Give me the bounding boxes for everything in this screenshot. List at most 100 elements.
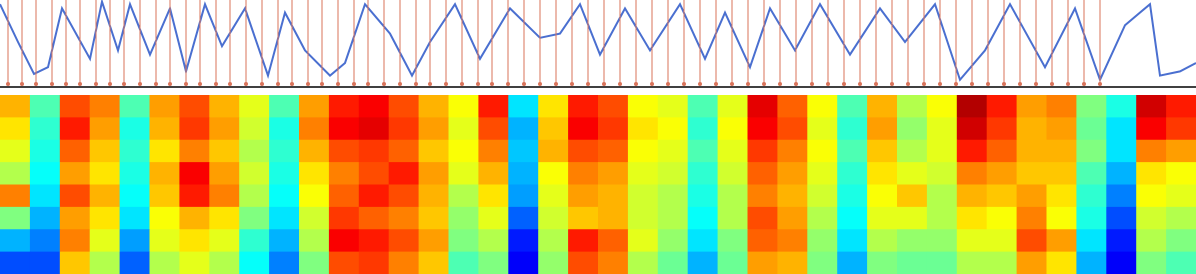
heatmap-cell [717,117,749,141]
heatmap-cell [0,162,31,186]
heatmap-cell [89,95,121,118]
stem-marker [970,82,974,86]
heatmap-cell [747,139,778,163]
heatmap-cell [807,162,838,186]
heatmap-cell [358,251,390,274]
heatmap-cell [926,162,958,186]
heatmap-cell [897,184,928,208]
heatmap-cell [627,162,659,186]
heatmap-cell [867,184,898,208]
heatmap-cell [179,206,210,230]
heatmap-cell [448,117,479,141]
heatmap-cell [388,117,420,141]
heatmap-cell [687,206,719,230]
heatmap-cell [956,251,988,274]
heatmap-cell [986,206,1018,230]
heatmap-cell [0,206,31,230]
heatmap-cell [867,206,898,230]
heatmap-cell [1136,117,1167,141]
heatmap-cell [299,139,330,163]
heatmap-cell [687,117,719,141]
heatmap-cell [837,162,868,186]
heatmap-cell [1046,117,1077,141]
heatmap-cell [1046,251,1077,274]
heatmap-cell [299,95,330,118]
heatmap-cell [388,184,420,208]
heatmap-cell [538,229,569,253]
heatmap-cell [1106,139,1137,163]
heatmap-cell [1106,95,1137,118]
heatmap-cell [807,206,838,230]
stem-marker [228,82,232,86]
heatmap-cell [1046,229,1077,253]
stem-marker [428,82,432,86]
stem-marker [586,82,590,86]
heatmap-cell [837,117,868,141]
stem-marker [214,82,218,86]
heatmap-cell [89,139,121,163]
stem-marker [94,82,98,86]
stem-marker [714,82,718,86]
heatmap-cell [29,251,61,274]
heatmap-cell [59,139,91,163]
heatmap-cell [1046,206,1077,230]
heatmap-cell [1166,206,1196,230]
stem-marker [1066,82,1070,86]
heatmap-cell [239,162,270,186]
heatmap-cell [747,229,778,253]
heatmap-cell [328,162,360,186]
heatmap-cell [956,139,988,163]
heatmap-cell [328,95,360,118]
heatmap-cell [239,139,270,163]
heatmap-cell [717,139,749,163]
heatmap-cell [538,95,569,118]
heatmap-cell [837,229,868,253]
heatmap-cell [149,117,180,141]
heatmap-cell [179,162,210,186]
heatmap-cell [807,95,838,118]
heatmap-cell [747,206,778,230]
heatmap-cell [627,229,659,253]
heatmap-cell [986,95,1018,118]
heatmap-cell [657,251,689,274]
heatmap-cell [747,184,778,208]
stem-marker [682,82,686,86]
heatmap-cell [508,95,539,118]
heatmap-cell [568,184,599,208]
heatmap-cell [598,117,629,141]
heatmap-cell [807,117,838,141]
heatmap-cell [149,139,180,163]
heatmap-cell [179,95,210,118]
heatmap-cell [299,184,330,208]
heatmap-cell [986,251,1018,274]
heatmap-cell [1136,251,1167,274]
heatmap-cell [0,117,31,141]
heatmap-cell [29,184,61,208]
heatmap-cell [478,139,509,163]
heatmap-cell [328,251,360,274]
heatmap-cell [657,206,689,230]
heatmap-cell [717,251,749,274]
heatmap-cell [358,117,390,141]
heatmap-cell [926,251,958,274]
heatmap-cell [747,251,778,274]
heatmap-cell [627,117,659,141]
heatmap-cell [1106,184,1137,208]
heatmap-cell [1136,95,1167,118]
stem-marker [1018,82,1022,86]
heatmap-cell [657,95,689,118]
heatmap-cell [89,117,121,141]
heatmap-cell [0,184,31,208]
stem-marker [554,82,558,86]
heatmap-cell [239,251,270,274]
heatmap-cell [418,251,450,274]
heatmap-cell [777,117,808,141]
heatmap-cell [777,184,808,208]
heatmap-cell [1106,206,1137,230]
heatmap-cell [1076,117,1107,141]
heatmap-cell [358,206,390,230]
heatmap-cell [358,95,390,118]
heatmap-cell [299,229,330,253]
heatmap-cell [358,229,390,253]
